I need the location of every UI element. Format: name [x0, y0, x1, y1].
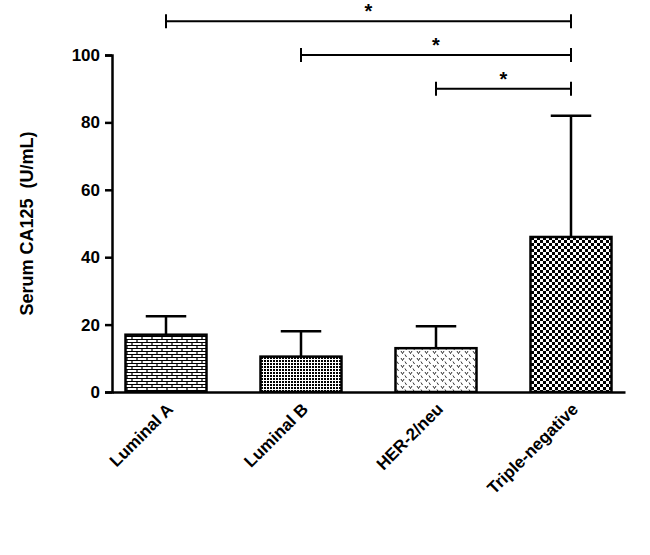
significance-label: * [432, 34, 440, 56]
bar [396, 348, 477, 392]
x-tick-label: Triple-negative [484, 400, 582, 498]
y-tick-label: 20 [81, 316, 100, 335]
x-tick-label: Luminal B [240, 400, 312, 472]
x-tick: HER-2/neu [373, 392, 447, 474]
x-tick: Luminal B [240, 392, 312, 471]
y-tick-mark [105, 256, 112, 259]
y-tick: 20 [81, 316, 112, 335]
plot-area [126, 116, 612, 392]
error-bar [281, 331, 322, 356]
y-tick: 40 [81, 248, 112, 267]
y-tick-label: 0 [91, 383, 100, 402]
y-tick-label: 100 [72, 46, 100, 65]
y-tick: 60 [81, 181, 112, 200]
significance-label: * [365, 0, 373, 22]
bar [531, 237, 612, 392]
chart: 0 20 40 60 80 100 Luminal A Luminal B HER-2/neu T… [0, 0, 650, 555]
y-axis-line [105, 56, 113, 393]
y-tick: 100 [72, 46, 112, 65]
x-tick-label: Luminal A [106, 400, 177, 471]
y-tick-mark [105, 391, 112, 394]
y-tick: 0 [91, 383, 112, 402]
x-axis: Luminal A Luminal B HER-2/neu Triple-negati… [106, 392, 626, 498]
y-tick-mark [105, 122, 112, 125]
y-axis: 0 20 40 60 80 100 [72, 46, 113, 402]
y-axis-title: Serum CA125 (U/mL) [17, 131, 37, 315]
error-bar [551, 116, 592, 237]
error-bar-line [281, 331, 322, 356]
y-tick: 80 [81, 113, 112, 132]
error-bar-line [551, 116, 592, 237]
y-tick-label: 60 [81, 181, 100, 200]
error-bar [416, 326, 457, 348]
y-tick-label: 40 [81, 248, 100, 267]
bar [126, 335, 207, 392]
y-tick-mark [105, 54, 112, 57]
error-bar-line [146, 316, 187, 335]
y-tick-label: 80 [81, 113, 100, 132]
error-bar-line [416, 326, 457, 348]
x-tick: Luminal A [106, 392, 177, 471]
annotations: * * * [166, 0, 571, 95]
significance-label: * [500, 68, 508, 90]
x-axis-line [113, 391, 626, 394]
y-tick-mark [105, 189, 112, 192]
bar [261, 357, 342, 392]
x-tick: Triple-negative [484, 392, 582, 498]
x-tick-label: HER-2/neu [373, 400, 447, 474]
y-tick-mark [105, 324, 112, 327]
error-bar [146, 316, 187, 335]
